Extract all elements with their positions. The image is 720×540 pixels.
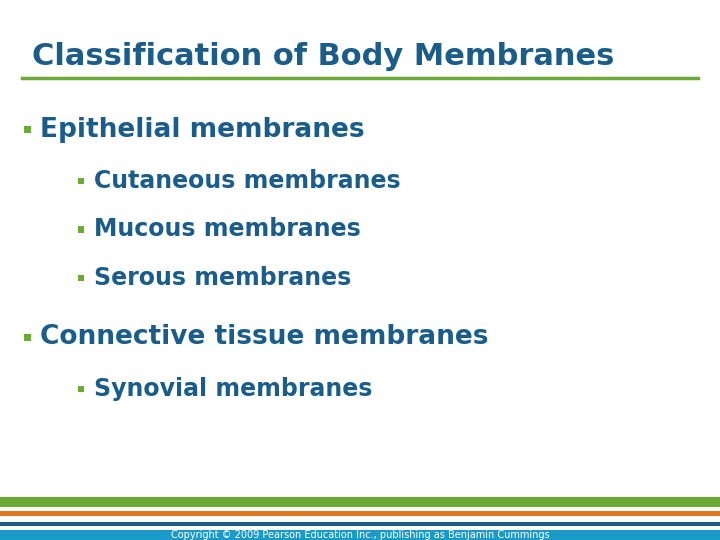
- Bar: [78, 226, 84, 233]
- Text: Connective tissue membranes: Connective tissue membranes: [40, 325, 488, 350]
- Bar: [78, 178, 84, 184]
- Bar: [0, 497, 720, 507]
- Bar: [78, 386, 84, 392]
- Text: Copyright © 2009 Pearson Education Inc., publishing as Benjamin Cummings: Copyright © 2009 Pearson Education Inc.,…: [171, 530, 549, 540]
- Bar: [0, 522, 720, 526]
- Text: Epithelial membranes: Epithelial membranes: [40, 117, 364, 143]
- Text: Serous membranes: Serous membranes: [94, 266, 351, 290]
- Text: Cutaneous membranes: Cutaneous membranes: [94, 169, 400, 193]
- Bar: [24, 334, 30, 341]
- Text: Mucous membranes: Mucous membranes: [94, 218, 360, 241]
- Text: Synovial membranes: Synovial membranes: [94, 377, 372, 401]
- Bar: [24, 126, 30, 133]
- Bar: [0, 526, 720, 530]
- Bar: [0, 517, 720, 522]
- Text: Classification of Body Membranes: Classification of Body Membranes: [32, 42, 615, 71]
- Bar: [78, 275, 84, 281]
- Bar: [0, 511, 720, 516]
- Bar: [0, 530, 720, 540]
